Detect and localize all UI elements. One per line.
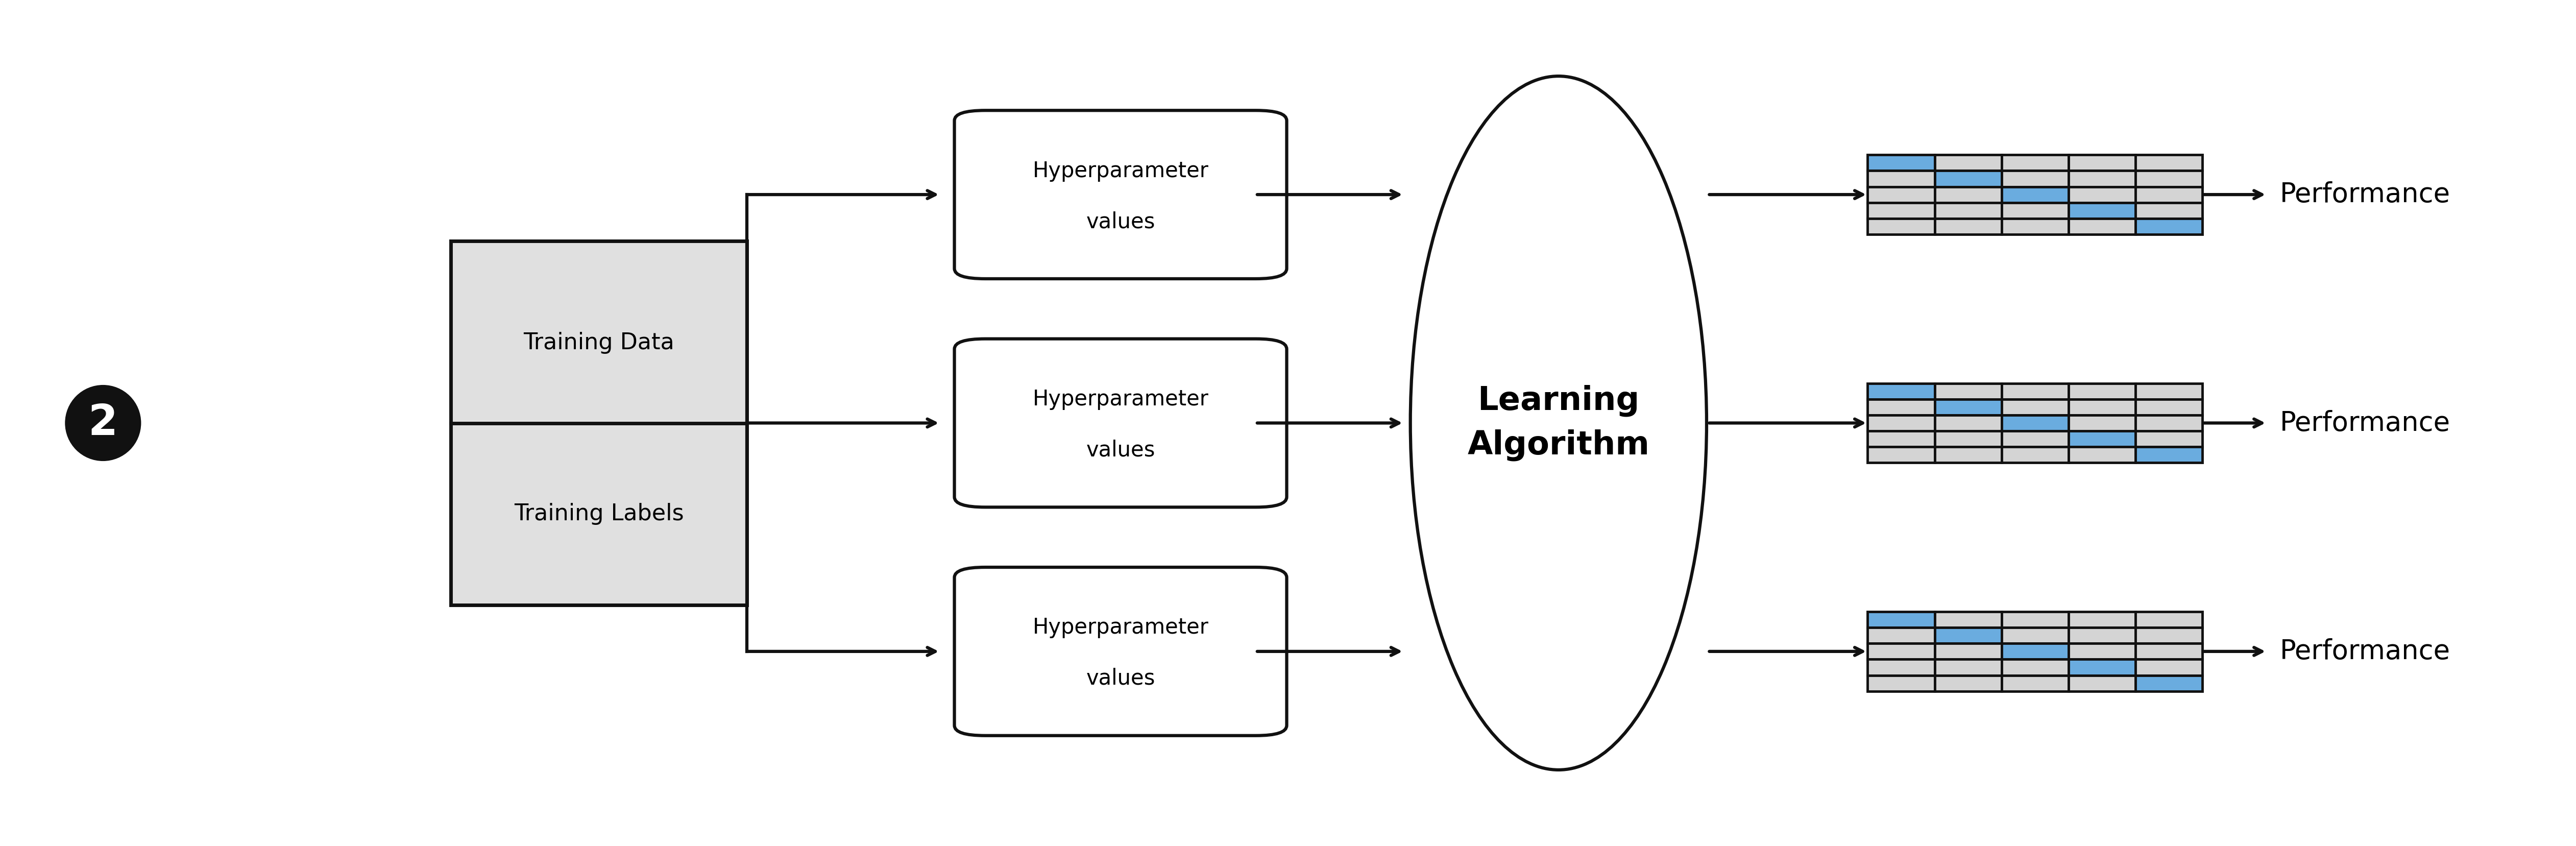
Bar	[2136, 399, 2202, 415]
Bar	[2002, 202, 2069, 218]
Text: values: values	[1087, 439, 1154, 461]
Text: Training Data: Training Data	[523, 332, 675, 354]
Bar	[2136, 628, 2202, 644]
Bar	[1935, 202, 2002, 218]
Bar	[2069, 675, 2136, 691]
Bar	[2136, 155, 2202, 171]
Bar	[2069, 447, 2136, 463]
FancyBboxPatch shape	[953, 567, 1285, 735]
Bar	[1868, 399, 1935, 415]
Bar	[1868, 644, 1935, 659]
Bar	[1868, 675, 1935, 691]
Bar	[1868, 415, 1935, 431]
Text: Hyperparameter: Hyperparameter	[1033, 388, 1208, 410]
Bar	[2136, 644, 2202, 659]
Bar	[1868, 628, 1935, 644]
Bar	[2069, 171, 2136, 187]
Bar	[1868, 218, 1935, 234]
Ellipse shape	[64, 385, 142, 461]
Bar	[1868, 612, 1935, 628]
Bar	[2136, 202, 2202, 218]
Bar	[2002, 612, 2069, 628]
Bar	[2002, 431, 2069, 447]
Bar	[2069, 187, 2136, 202]
Bar	[1935, 155, 2002, 171]
Bar	[451, 241, 747, 605]
Bar	[1868, 171, 1935, 187]
Bar	[2069, 399, 2136, 415]
Bar	[1868, 202, 1935, 218]
Bar	[2069, 659, 2136, 675]
Bar	[2002, 218, 2069, 234]
Bar	[2002, 447, 2069, 463]
Text: Performance: Performance	[2280, 181, 2450, 208]
Bar	[1935, 218, 2002, 234]
Bar	[1868, 187, 1935, 202]
Bar	[1935, 612, 2002, 628]
Bar	[2136, 675, 2202, 691]
Bar	[2069, 628, 2136, 644]
Bar	[2136, 431, 2202, 447]
Bar	[2002, 675, 2069, 691]
Bar	[1935, 628, 2002, 644]
Bar	[2136, 218, 2202, 234]
Bar	[2002, 415, 2069, 431]
Bar	[2069, 155, 2136, 171]
Ellipse shape	[1409, 76, 1705, 770]
Bar	[2002, 644, 2069, 659]
Bar	[1935, 447, 2002, 463]
Bar	[1935, 675, 2002, 691]
Bar	[2002, 187, 2069, 202]
Bar	[2002, 155, 2069, 171]
Bar	[1935, 431, 2002, 447]
FancyBboxPatch shape	[953, 111, 1285, 279]
Bar	[2002, 659, 2069, 675]
Text: Hyperparameter: Hyperparameter	[1033, 160, 1208, 182]
Bar	[2136, 187, 2202, 202]
Text: Training Labels: Training Labels	[515, 503, 683, 525]
Text: values: values	[1087, 667, 1154, 689]
Bar	[2069, 202, 2136, 218]
Text: values: values	[1087, 211, 1154, 233]
Bar	[2136, 415, 2202, 431]
Bar	[1935, 187, 2002, 202]
Bar	[2136, 612, 2202, 628]
Text: Performance: Performance	[2280, 638, 2450, 665]
Bar	[1935, 659, 2002, 675]
FancyBboxPatch shape	[953, 339, 1285, 508]
Bar	[2002, 399, 2069, 415]
Bar	[2069, 383, 2136, 399]
Bar	[1935, 171, 2002, 187]
Bar	[1935, 415, 2002, 431]
Bar	[2136, 659, 2202, 675]
Bar	[2069, 612, 2136, 628]
Bar	[1935, 399, 2002, 415]
Bar	[1868, 447, 1935, 463]
Bar	[1868, 383, 1935, 399]
Text: 2: 2	[88, 403, 118, 443]
Bar	[2069, 431, 2136, 447]
Bar	[2069, 644, 2136, 659]
Bar	[2002, 628, 2069, 644]
Text: Learning
Algorithm: Learning Algorithm	[1468, 385, 1649, 461]
Bar	[2136, 383, 2202, 399]
Bar	[2136, 171, 2202, 187]
Bar	[1868, 155, 1935, 171]
Bar	[2002, 383, 2069, 399]
Bar	[2069, 415, 2136, 431]
Bar	[2069, 218, 2136, 234]
Bar	[2002, 171, 2069, 187]
Text: Performance: Performance	[2280, 409, 2450, 437]
Text: Hyperparameter: Hyperparameter	[1033, 617, 1208, 639]
Bar	[1868, 659, 1935, 675]
Bar	[2136, 447, 2202, 463]
Bar	[1935, 383, 2002, 399]
Bar	[1868, 431, 1935, 447]
Bar	[1935, 644, 2002, 659]
